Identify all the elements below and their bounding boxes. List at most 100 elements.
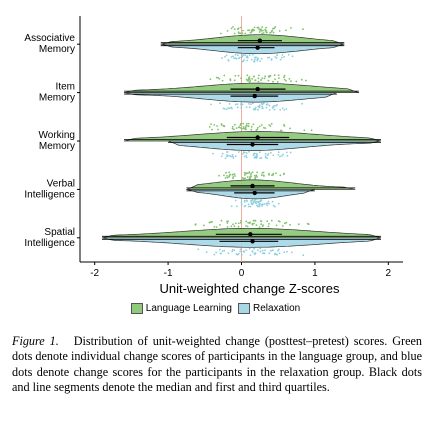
data-dot-relaxation [243,155,246,158]
data-dot-relaxation [239,56,241,59]
data-dot-relaxation [247,203,250,206]
data-dot-language-learning [239,127,242,129]
figure-label: Figure 1. [12,334,59,348]
data-dot-language-learning [242,127,245,130]
data-dot-language-learning [252,123,255,126]
data-dot-relaxation [227,107,230,109]
data-dot-relaxation [287,53,290,56]
data-dot-relaxation [234,103,237,106]
data-dot-relaxation [237,252,240,255]
data-dot-language-learning [230,27,233,30]
data-dot-language-learning [226,176,229,179]
data-dot-language-learning [245,125,247,127]
y-tick-label: Working [39,130,76,141]
median-point [255,86,260,92]
data-dot-language-learning [220,124,223,126]
data-dot-language-learning [260,79,262,81]
median-point [248,232,253,237]
data-dot-language-learning [244,128,247,131]
data-dot-relaxation [240,201,243,204]
data-dot-relaxation [262,107,264,110]
x-tick-label: -2 [90,268,99,279]
data-dot-language-learning [246,176,249,178]
data-dot-relaxation [277,202,280,205]
data-dot-relaxation [291,55,294,58]
data-dot-relaxation [240,203,243,205]
data-dot-relaxation [245,106,248,108]
data-dot-language-learning [240,26,242,29]
data-dot-language-learning [300,78,303,81]
data-dot-language-learning [249,177,251,180]
data-dot-language-learning [253,174,256,177]
data-dot-relaxation [244,54,247,57]
data-dot-language-learning [244,32,247,35]
data-dot-relaxation [248,150,250,153]
data-dot-language-learning [303,129,306,132]
data-dot-language-learning [213,226,216,228]
data-dot-language-learning [226,226,229,228]
data-dot-relaxation [219,252,222,255]
data-dot-language-learning [254,176,257,179]
data-dot-relaxation [260,157,263,159]
data-dot-language-learning [256,171,258,174]
data-dot-relaxation [232,157,235,160]
data-dot-relaxation [262,102,265,105]
data-dot-language-learning [254,177,257,180]
data-dot-relaxation [253,58,256,61]
data-dot-relaxation [240,103,242,106]
data-dot-relaxation [270,59,273,61]
data-dot-language-learning [250,175,252,178]
data-dot-language-learning [228,171,231,174]
data-dot-language-learning [244,177,247,180]
legend-swatch-relaxation [237,302,250,314]
data-dot-language-learning [220,32,222,35]
data-dot-relaxation [281,56,283,59]
data-dot-language-learning [210,123,213,126]
data-dot-language-learning [219,224,221,226]
data-dot-relaxation [281,54,284,56]
data-dot-relaxation [241,60,244,63]
data-dot-language-learning [208,126,211,128]
data-dot-language-learning [218,77,221,80]
data-dot-relaxation [277,249,279,252]
data-dot-relaxation [271,107,274,109]
data-dot-language-learning [251,223,254,226]
data-dot-relaxation [268,252,271,255]
data-dot-language-learning [280,129,282,132]
data-dot-language-learning [243,174,246,176]
data-dot-relaxation [278,252,281,255]
data-dot-relaxation [257,57,260,60]
data-dot-language-learning [232,26,234,28]
data-dot-language-learning [194,223,197,226]
data-dot-language-learning [215,76,218,79]
data-dot-language-learning [257,26,260,29]
violin-half-relaxation [160,43,345,55]
data-dot-relaxation [269,151,272,154]
median-point [257,38,263,43]
data-dot-relaxation [260,103,263,105]
data-dot-language-learning [250,125,253,128]
data-dot-language-learning [240,220,242,222]
data-dot-language-learning [310,129,313,132]
y-tick-label: Intelligence [24,189,75,200]
data-dot-language-learning [277,220,280,222]
data-dot-relaxation [230,205,233,208]
data-dot-language-learning [276,81,279,83]
data-dot-relaxation [302,254,305,257]
data-dot-relaxation [243,59,246,61]
data-dot-relaxation [265,103,268,106]
data-dot-relaxation [279,58,282,61]
data-dot-language-learning [210,221,212,224]
data-dot-language-learning [285,29,287,32]
data-dot-language-learning [223,174,225,177]
data-dot-language-learning [255,174,258,177]
median-point [252,190,257,196]
data-dot-language-learning [259,29,262,32]
data-dot-language-learning [246,79,249,82]
data-dot-relaxation [258,204,260,206]
data-dot-language-learning [248,76,250,79]
data-dot-language-learning [233,173,236,175]
data-dot-language-learning [255,224,258,227]
data-dot-relaxation [251,203,254,206]
data-dot-language-learning [261,26,264,28]
